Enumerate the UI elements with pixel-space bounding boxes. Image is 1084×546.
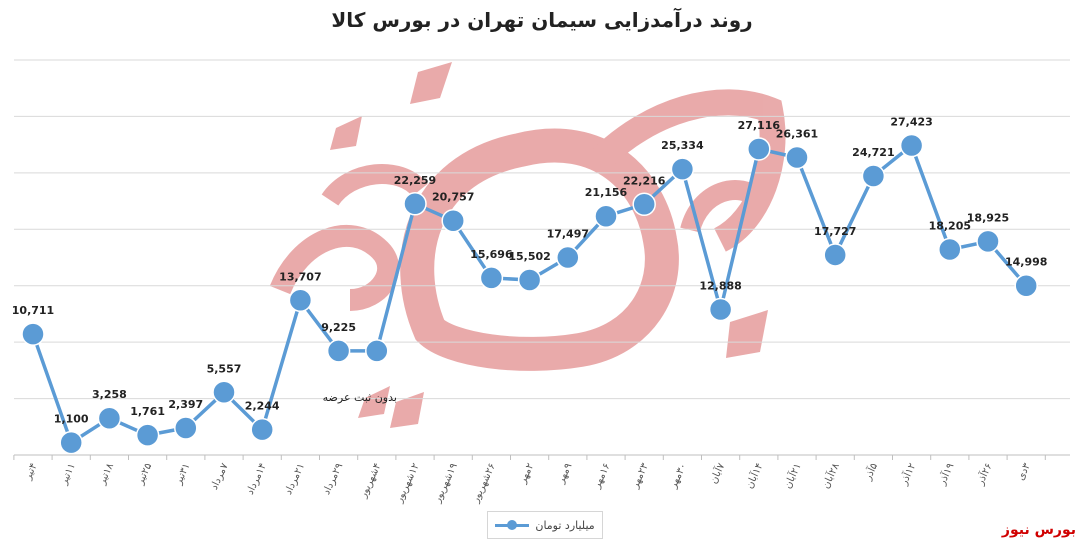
data-label: 17,497 — [547, 228, 589, 241]
data-point — [594, 204, 618, 228]
data-label: 2,397 — [168, 398, 203, 411]
data-point — [365, 339, 389, 363]
data-point — [59, 430, 83, 455]
x-tick-label: ۱۲شهریور — [394, 462, 422, 506]
data-point — [747, 137, 771, 161]
legend: میلیارد تومان — [487, 511, 603, 539]
x-tick-label: ۷مرداد — [209, 461, 231, 492]
data-point — [976, 229, 1000, 254]
data-label: 20,757 — [432, 191, 474, 204]
legend-label: میلیارد تومان — [535, 518, 595, 532]
data-point — [135, 423, 160, 447]
x-tick-label: ۱۱تیر — [58, 462, 78, 488]
data-point — [403, 192, 427, 216]
data-point — [97, 406, 122, 430]
data-label: 15,502 — [508, 250, 550, 263]
x-tick-label: ۴شهریور — [358, 462, 384, 501]
data-label: 21,156 — [585, 186, 628, 199]
x-tick-label: ۱۸تیر — [96, 461, 116, 487]
x-tick-label: ۴تیر — [22, 462, 39, 483]
chart-title: روند درآمدزایی سیمان تهران در بورس کالا — [331, 8, 753, 32]
x-tick-label: ۲۸آبان — [819, 460, 842, 490]
x-tick-label: ۲۹مرداد — [321, 462, 345, 497]
data-point — [632, 192, 656, 217]
x-tick-label: ۲۶آذر — [973, 461, 995, 488]
x-tick-label: ۲۵تیر — [135, 462, 155, 488]
data-label: 1,100 — [54, 413, 89, 426]
data-label: 25,334 — [661, 139, 704, 152]
data-point — [250, 417, 274, 442]
x-tick-label: ۳دی — [1015, 461, 1033, 482]
x-tick-label: ۱۹شهریور — [432, 462, 460, 506]
data-point — [1014, 273, 1038, 298]
data-label: 13,707 — [279, 270, 321, 283]
data-point — [212, 380, 236, 405]
x-tick-label: ۱۶مهر — [591, 462, 612, 491]
data-label: 9,225 — [321, 321, 356, 334]
x-tick-label: ۱۴مرداد — [245, 462, 269, 497]
data-point — [938, 237, 962, 262]
data-label: 26,361 — [776, 127, 818, 140]
x-tick-label: ۱۹آذر — [935, 461, 957, 488]
data-point — [708, 297, 733, 322]
data-label: 1,761 — [130, 405, 165, 418]
data-point — [823, 243, 847, 267]
x-tick-label: ۱۲آذر — [896, 461, 918, 488]
x-tick-label: ۲۱مرداد — [283, 462, 307, 497]
data-point — [785, 145, 809, 170]
x-tick-label: ۳۰مهر — [668, 462, 689, 491]
legend-line-marker-icon — [495, 520, 530, 530]
data-label: 18,205 — [929, 220, 971, 233]
x-tick-label: ۵آذر — [861, 461, 881, 483]
data-point — [670, 157, 695, 181]
annotation-label: بدون ثبت عرضه — [323, 391, 397, 404]
data-label: 14,998 — [1005, 256, 1047, 269]
x-tick-label: ۳۱تیر — [173, 462, 193, 488]
data-label: 27,423 — [890, 116, 932, 129]
data-point — [326, 339, 351, 363]
x-tick-label: ۱۴آبان — [742, 461, 765, 491]
data-point — [899, 133, 924, 158]
data-label: 22,216 — [623, 174, 666, 187]
data-label: 17,727 — [814, 225, 856, 238]
x-tick-label: ۲۱آبان — [781, 461, 804, 491]
data-label: 15,696 — [470, 248, 513, 261]
data-label: 10,711 — [12, 304, 54, 317]
x-tick-label: ۲۶شهریور — [470, 462, 498, 506]
data-label: 5,557 — [207, 362, 242, 375]
data-point — [517, 268, 542, 292]
data-label: 2,244 — [245, 400, 280, 413]
data-label: 22,259 — [394, 174, 436, 187]
data-point — [288, 288, 313, 313]
source-label: بورس نیوز — [1001, 522, 1076, 538]
data-label: 27,116 — [738, 119, 781, 132]
data-label: 18,925 — [967, 211, 1009, 224]
data-point — [479, 266, 504, 290]
x-tick-label: ۷آبان — [707, 460, 728, 485]
data-label: 12,888 — [699, 280, 741, 293]
data-point — [556, 245, 580, 270]
data-point — [441, 208, 465, 233]
data-point — [174, 416, 198, 440]
x-tick-label: ۲۳مهر — [629, 461, 651, 491]
x-tick-label: ۹مهر — [555, 462, 574, 486]
data-point — [21, 322, 45, 346]
data-label: 24,721 — [852, 146, 894, 159]
data-label: 3,258 — [92, 388, 127, 401]
x-tick-label: ۲مهر — [517, 462, 536, 486]
data-point — [861, 164, 886, 188]
